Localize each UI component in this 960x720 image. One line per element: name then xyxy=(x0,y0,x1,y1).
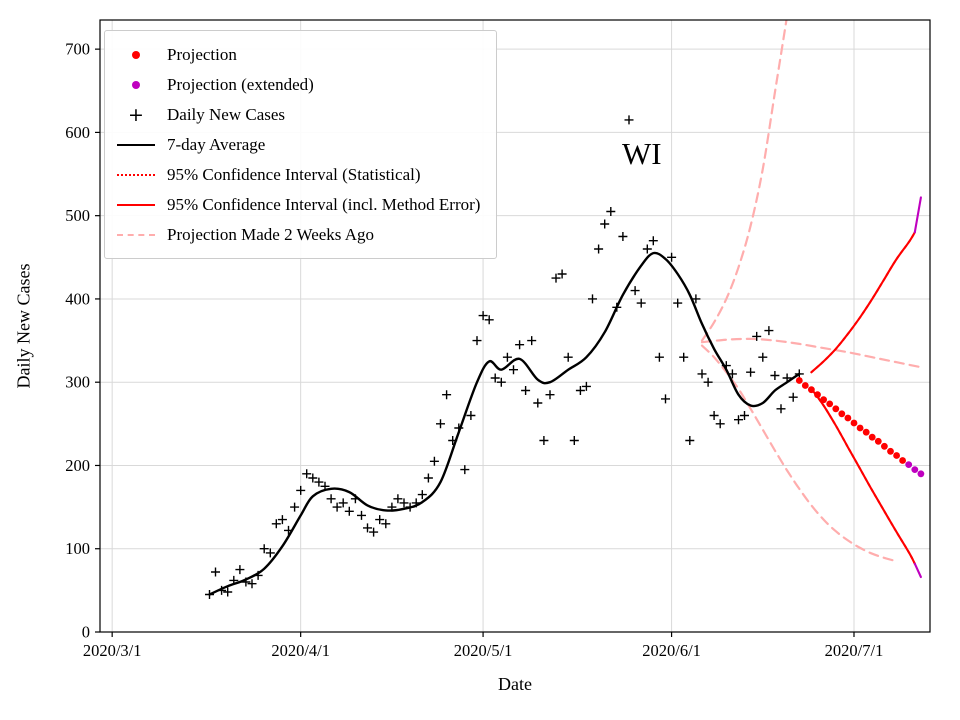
series-ci-extended-lower xyxy=(913,562,922,579)
series-ci-method-lower xyxy=(810,387,916,565)
y-tick-label: 500 xyxy=(65,206,90,225)
x-tick-label: 2020/7/1 xyxy=(825,641,884,660)
legend-item-label: Daily New Cases xyxy=(167,104,286,124)
title-annotation: WI xyxy=(622,136,662,171)
dashed-pink-line-icon xyxy=(113,233,159,236)
axis-ticks xyxy=(95,48,855,637)
x-tick-label: 2020/5/1 xyxy=(454,641,513,660)
solid-red-line-icon xyxy=(113,203,159,206)
series-ci-extended-upper xyxy=(913,196,922,234)
series-old-projection-center xyxy=(700,337,922,369)
y-tick-label: 0 xyxy=(82,623,90,642)
solid-black-line-icon xyxy=(113,143,159,146)
y-tick-label: 100 xyxy=(65,539,90,558)
series-projection xyxy=(795,377,906,464)
plot-border xyxy=(99,19,931,633)
x-tick-label: 2020/6/1 xyxy=(642,641,701,660)
y-tick-label: 200 xyxy=(65,456,90,475)
legend-item-7day-average: 7-day Average xyxy=(113,130,480,159)
series-old-projection-upper xyxy=(700,20,788,342)
x-tick-label: 2020/4/1 xyxy=(271,641,330,660)
legend-item-label: Projection (extended) xyxy=(167,74,314,94)
x-tick-label: 2020/3/1 xyxy=(83,641,142,660)
series-ci-statistical-upper xyxy=(810,231,916,374)
series-ci-method-upper xyxy=(810,231,916,374)
legend-item-label: Projection xyxy=(167,44,237,64)
series-daily-new-cases xyxy=(205,115,804,599)
series-avg-7day xyxy=(208,251,801,596)
plot-area xyxy=(205,20,925,599)
legend-item-projection-extended: Projection (extended) xyxy=(113,70,480,99)
y-axis-label: Daily New Cases xyxy=(13,263,34,389)
dotted-red-line-icon xyxy=(113,173,159,176)
projection-dot-icon xyxy=(113,50,159,59)
legend-item-label: 7-day Average xyxy=(167,134,266,154)
legend: Projection Projection (extended) + Daily… xyxy=(104,30,498,259)
legend-item-label: 95% Confidence Interval (Statistical) xyxy=(167,164,421,184)
y-tick-label: 600 xyxy=(65,123,90,142)
y-tick-label: 300 xyxy=(65,373,90,392)
series-old-projection-lower xyxy=(700,344,898,563)
y-tick-label: 700 xyxy=(65,40,90,59)
x-axis-label: Date xyxy=(498,674,532,694)
projection-extended-dot-icon xyxy=(113,80,159,89)
legend-item-label: 95% Confidence Interval (incl. Method Er… xyxy=(167,194,481,214)
legend-item-ci-statistical: 95% Confidence Interval (Statistical) xyxy=(113,160,480,189)
legend-item-projection: Projection xyxy=(113,40,480,69)
axis-tick-labels: 0 100 200 300 400 500 600 700 2020/3/1 2020/4/1 20… xyxy=(65,40,883,660)
y-tick-label: 400 xyxy=(65,289,90,308)
legend-item-projection-2-weeks-ago: Projection Made 2 Weeks Ago xyxy=(113,220,480,249)
legend-item-ci-method-error: 95% Confidence Interval (incl. Method Er… xyxy=(113,190,480,219)
series-projection-extended xyxy=(905,461,925,478)
legend-item-label: Projection Made 2 Weeks Ago xyxy=(167,224,375,244)
plus-marker-icon: + xyxy=(128,103,144,126)
legend-item-daily-new-cases: + Daily New Cases xyxy=(113,100,480,129)
